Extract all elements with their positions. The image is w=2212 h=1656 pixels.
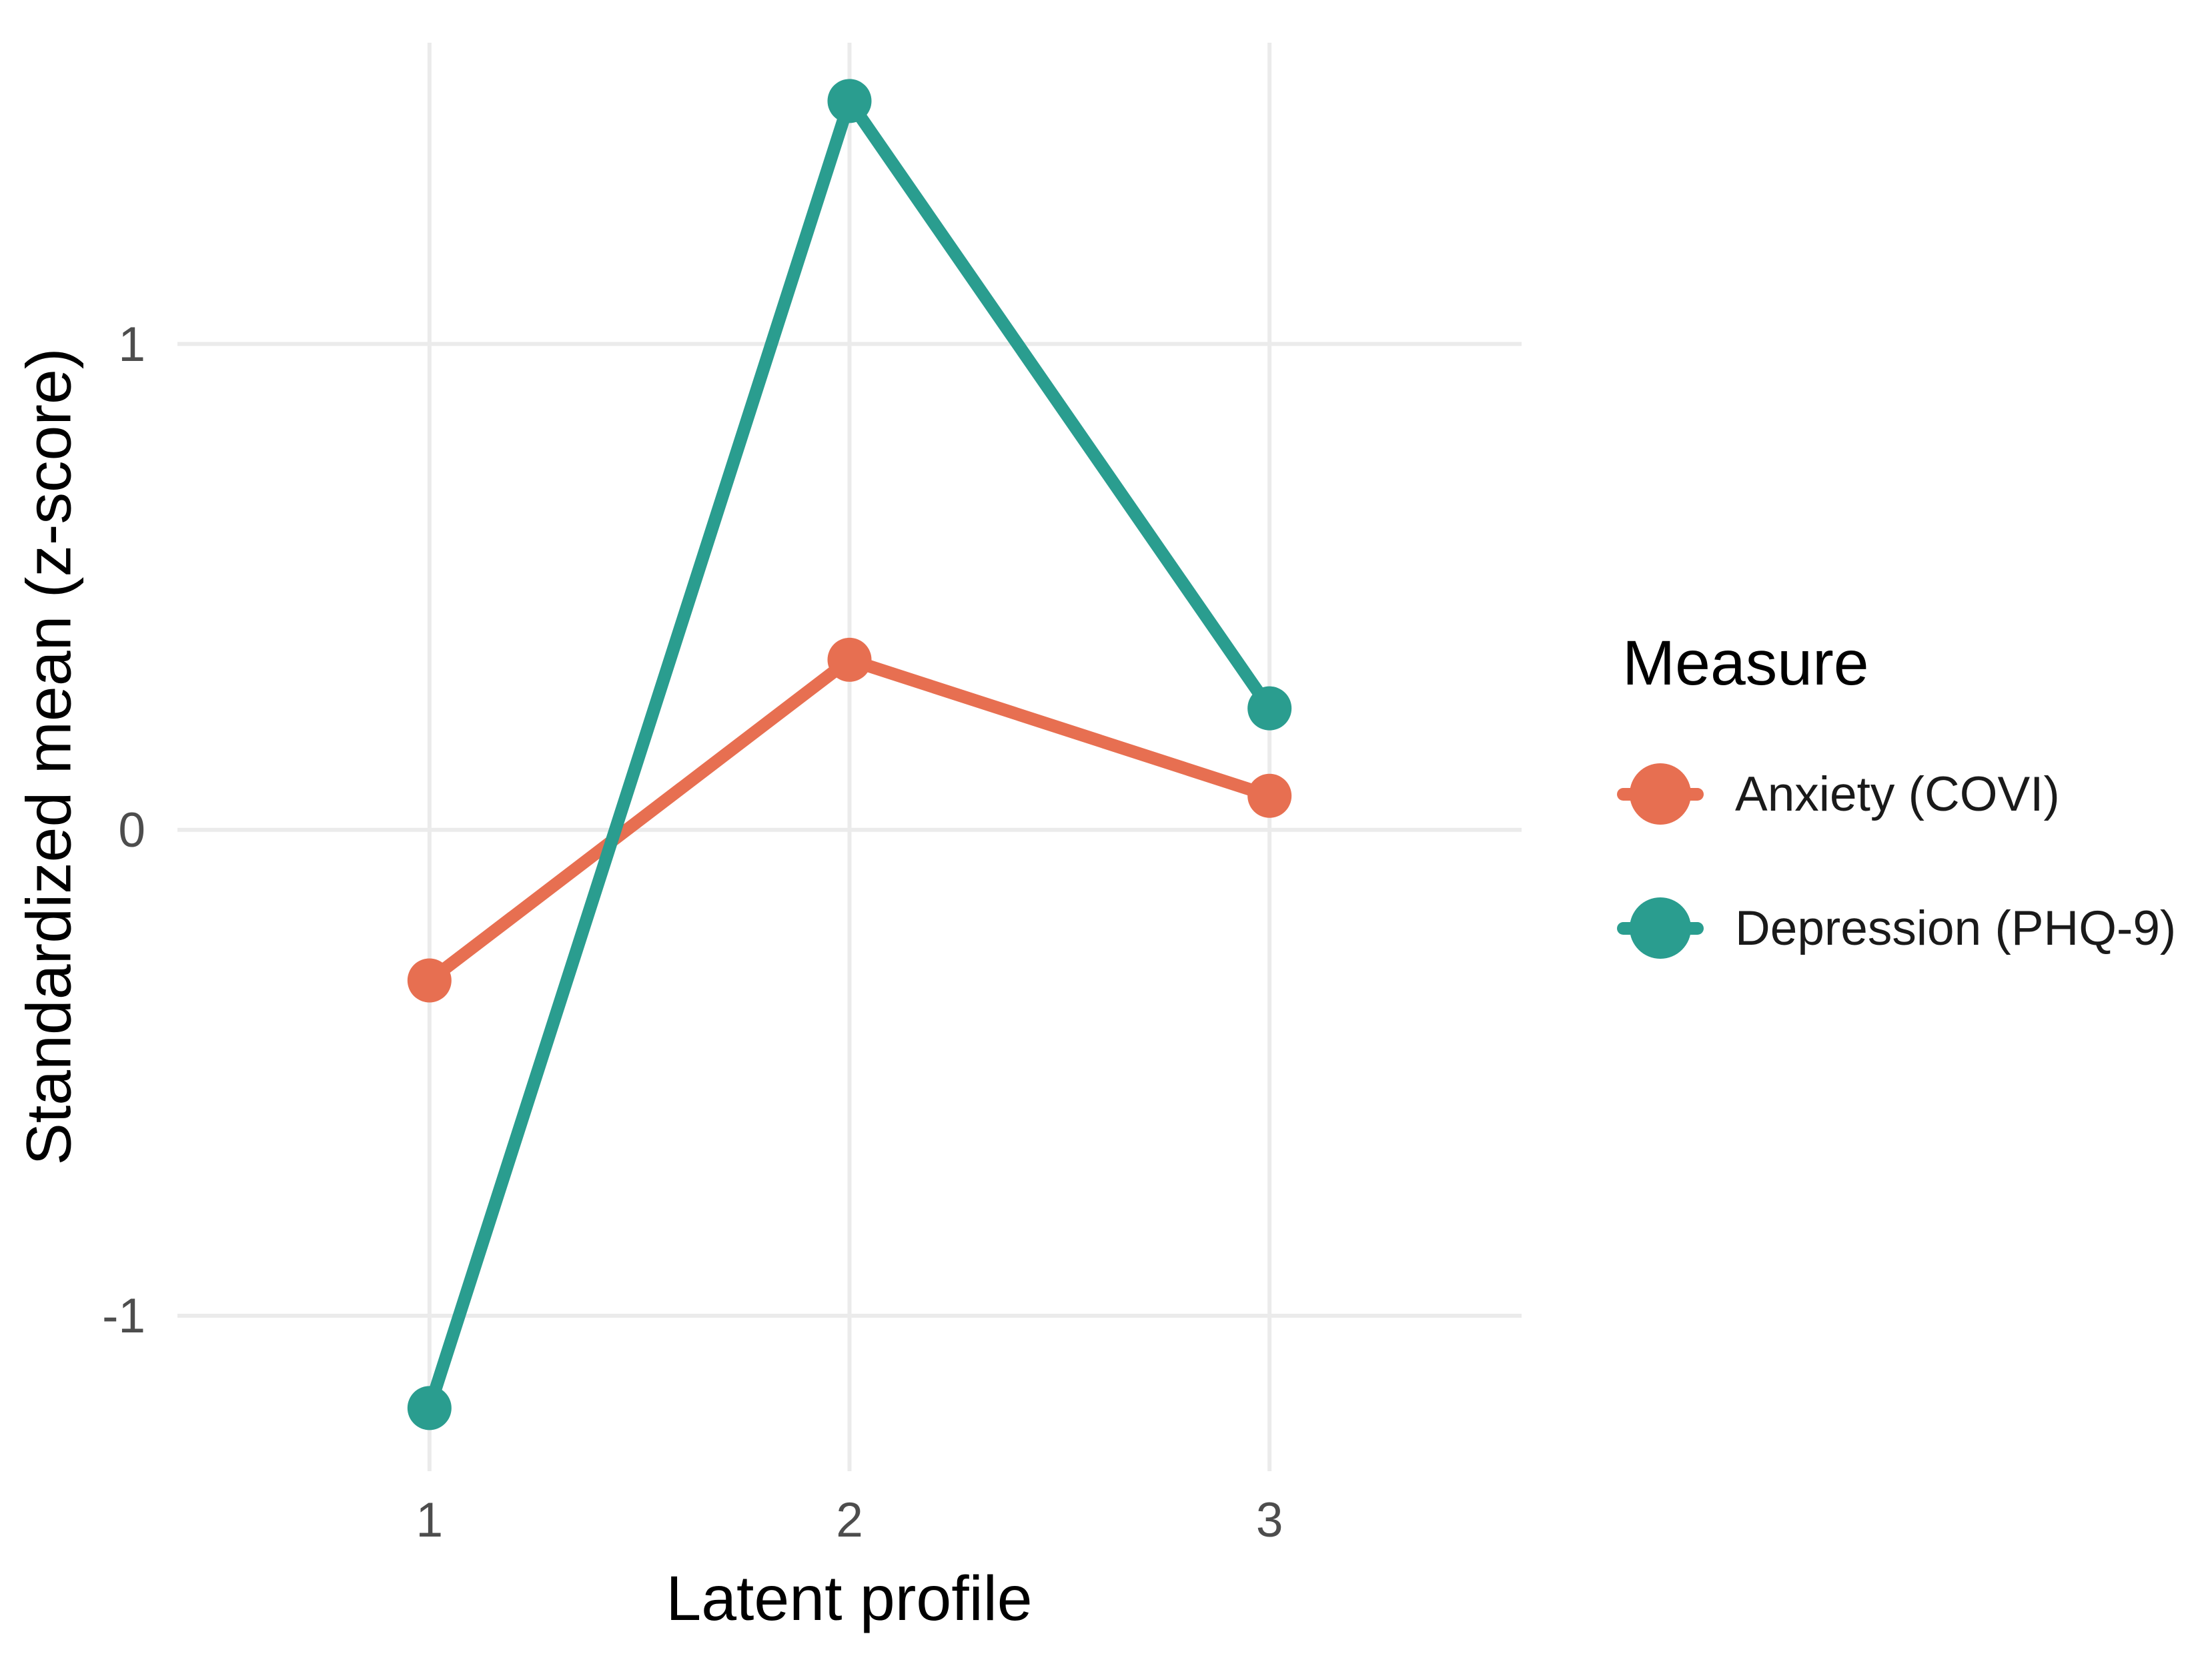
- legend-key-anxiety: [1617, 763, 1704, 825]
- y-tick-label: 0: [118, 803, 145, 857]
- anxiety-point-icon: [1630, 763, 1691, 825]
- x-axis-title: Latent profile: [666, 1563, 1033, 1634]
- data-point: [827, 637, 872, 682]
- data-point: [407, 958, 452, 1003]
- legend-label-anxiety: Anxiety (COVI): [1735, 767, 2060, 821]
- x-tick-label: 1: [416, 1493, 444, 1547]
- data-point: [1247, 686, 1292, 731]
- x-tick-label: 2: [836, 1493, 863, 1547]
- legend: Measure Anxiety (COVI) Depression (PHQ-9…: [1617, 632, 2176, 959]
- x-tick-label: 3: [1255, 1493, 1283, 1547]
- depression-point-icon: [1630, 897, 1691, 959]
- y-tick-label: 1: [118, 317, 145, 372]
- legend-title: Measure: [1622, 628, 1869, 699]
- legend-key-depression: [1617, 897, 1704, 959]
- data-point: [1247, 773, 1292, 818]
- legend-label-depression: Depression (PHQ-9): [1735, 901, 2177, 955]
- legend-item-depression: Depression (PHQ-9): [1617, 897, 2176, 959]
- y-tick-label: -1: [102, 1288, 145, 1343]
- y-axis-title: Standardized mean (z-score): [13, 348, 85, 1166]
- legend-item-anxiety: Anxiety (COVI): [1617, 763, 2176, 825]
- data-point: [407, 1386, 452, 1430]
- data-point: [827, 79, 872, 123]
